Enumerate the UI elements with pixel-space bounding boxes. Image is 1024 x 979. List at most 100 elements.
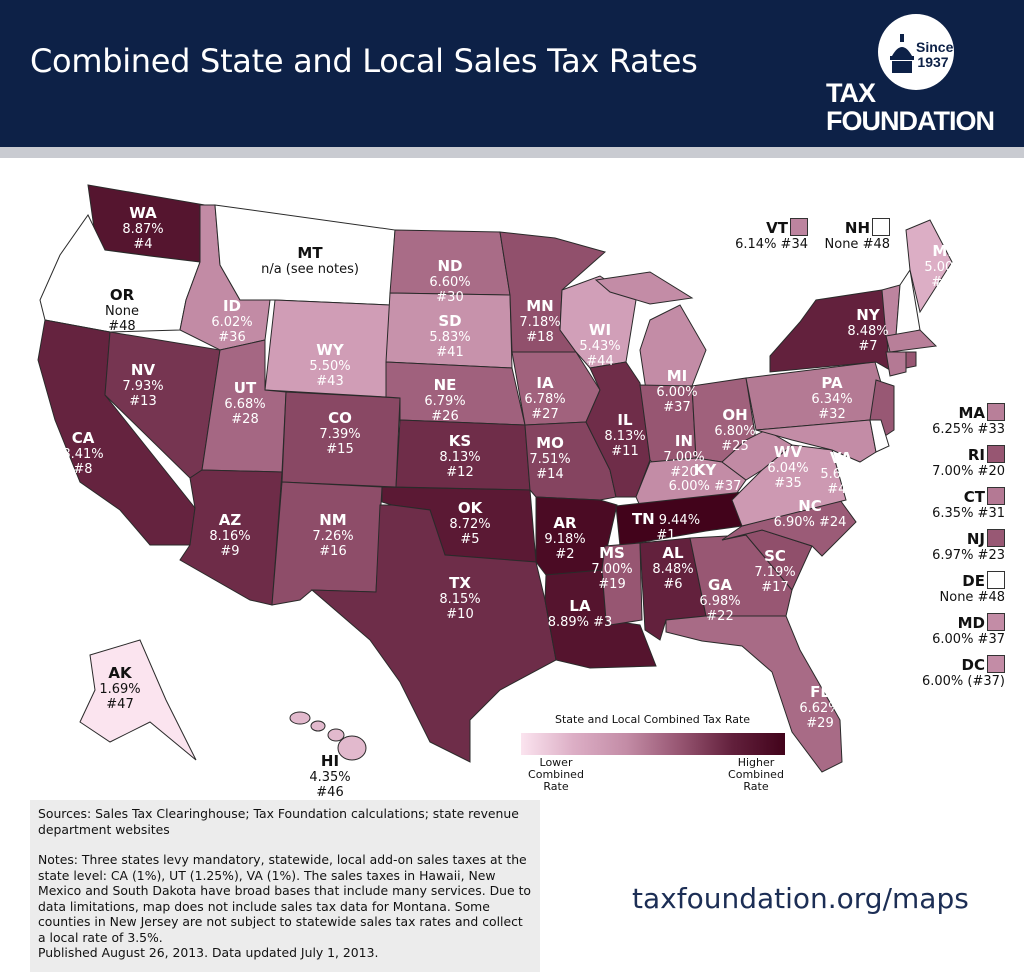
state-rate: 8.48% xyxy=(847,324,889,339)
state-abbr: OH xyxy=(722,406,748,424)
state-shape-ak[interactable] xyxy=(79,639,197,761)
state-rank: #7 xyxy=(858,339,878,354)
state-shape-hi[interactable] xyxy=(289,711,311,725)
state-abbr: NJ xyxy=(966,530,985,548)
state-abbr: TN xyxy=(631,510,655,528)
state-label-nv: NV 7.93% #13 xyxy=(122,362,164,410)
state-rank: #2 xyxy=(555,547,575,562)
state-abbr: DE xyxy=(962,572,985,590)
state-shape-de[interactable] xyxy=(869,419,890,453)
state-abbr: ND xyxy=(437,257,463,275)
state-swatch-ct[interactable] xyxy=(987,487,1005,505)
state-label-ca: CA 8.41% #8 xyxy=(62,430,103,478)
state-shape-ri[interactable] xyxy=(905,351,917,369)
state-label-or: OR None #48 xyxy=(105,287,139,335)
state-rank: #42 xyxy=(827,482,855,497)
state-shape-tn[interactable] xyxy=(615,489,763,547)
state-abbr: WV xyxy=(773,443,803,461)
state-label-tn: TN 9.44% #1 xyxy=(631,510,700,544)
state-rank: #10 xyxy=(446,607,474,622)
state-swatch-nh[interactable] xyxy=(872,218,890,236)
state-shape-wv[interactable] xyxy=(721,429,793,481)
legend-gradient-bar xyxy=(521,733,785,755)
state-label-wi: WI 5.43% #44 xyxy=(579,322,620,370)
sources-text: Sources: Sales Tax Clearinghouse; Tax Fo… xyxy=(38,806,519,837)
state-abbr: UT xyxy=(233,379,257,397)
state-label-in: IN 7.00% #20 xyxy=(663,433,704,481)
state-rank: #17 xyxy=(761,580,789,595)
state-rank: #20 xyxy=(670,465,698,480)
state-rate: 7.19% xyxy=(754,565,796,580)
callout-de: DE None #48 xyxy=(940,571,1005,605)
state-rate: 6.00% #37 xyxy=(932,632,1005,647)
state-rate: 8.89% #3 xyxy=(547,615,613,630)
state-rate: 6.00% #37 xyxy=(668,479,742,494)
state-shape-hi[interactable] xyxy=(327,728,345,742)
state-shape-nc[interactable] xyxy=(721,499,857,557)
callout-vt: VT 6.14% #34 xyxy=(735,218,808,252)
state-shape-me[interactable] xyxy=(905,219,953,314)
state-label-mt: MT n/a (see notes) xyxy=(261,245,359,278)
state-rate: 8.72% xyxy=(449,517,491,532)
state-abbr: FL xyxy=(810,683,830,701)
state-abbr: MN xyxy=(526,297,554,315)
state-shape-ma[interactable] xyxy=(885,329,938,353)
state-shape-fl[interactable] xyxy=(665,615,843,773)
state-abbr: MS xyxy=(599,544,625,562)
state-shape-tx[interactable] xyxy=(310,504,557,763)
state-label-nm: NM 7.26% #16 xyxy=(312,512,354,560)
callout-ri: RI 7.00% #20 xyxy=(932,445,1005,479)
published-text: Published August 26, 2013. Data updated … xyxy=(38,945,379,960)
state-label-ky: KY 6.00% #37 xyxy=(668,462,742,495)
state-rank: #48 xyxy=(108,319,136,334)
state-abbr: MI xyxy=(666,367,688,385)
logo-badge xyxy=(878,14,954,90)
state-abbr: WY xyxy=(316,341,344,359)
state-rate: 6.97% #23 xyxy=(932,548,1005,563)
page-title: Combined State and Local Sales Tax Rates xyxy=(30,42,698,80)
state-label-pa: PA 6.34% #32 xyxy=(811,375,852,423)
state-abbr: SD xyxy=(438,312,462,330)
state-abbr: NY xyxy=(856,306,880,324)
state-shape-hi[interactable] xyxy=(310,720,326,732)
state-abbr: NH xyxy=(844,219,870,237)
state-rate: 6.35% #31 xyxy=(932,506,1005,521)
state-rank: #43 xyxy=(316,374,344,389)
state-rank: #25 xyxy=(721,439,749,454)
state-label-tx: TX 8.15% #10 xyxy=(439,575,480,623)
state-rank: #19 xyxy=(598,577,626,592)
state-swatch-ri[interactable] xyxy=(987,445,1005,463)
state-shape-ct[interactable] xyxy=(885,351,907,377)
state-rate: 6.14% #34 xyxy=(735,237,808,252)
state-swatch-dc[interactable] xyxy=(987,655,1005,673)
state-rank: #18 xyxy=(526,330,554,345)
state-shape-il[interactable] xyxy=(585,361,651,498)
state-shape-mi[interactable] xyxy=(594,271,694,305)
state-swatch-de[interactable] xyxy=(987,571,1005,589)
state-swatch-ma[interactable] xyxy=(987,403,1005,421)
state-shape-hi[interactable] xyxy=(337,735,367,761)
callout-ma: MA 6.25% #33 xyxy=(932,403,1005,437)
state-rate: 6.60% xyxy=(429,275,471,290)
state-label-wv: WV 6.04% #35 xyxy=(767,443,808,492)
state-label-ms: MS 7.00% #19 xyxy=(591,544,633,593)
state-label-co: CO 7.39% #15 xyxy=(319,409,360,458)
state-rate: 7.00% xyxy=(591,562,633,577)
state-swatch-nj[interactable] xyxy=(987,529,1005,547)
state-label-wa: WA 8.87% #4 xyxy=(122,205,163,253)
state-rank: #11 xyxy=(611,444,639,459)
state-rate: 7.26% xyxy=(312,529,354,544)
state-shape-az[interactable] xyxy=(179,469,283,606)
state-rate: 6.00% (#37) xyxy=(921,674,1005,689)
state-label-oh: OH 6.80% #25 xyxy=(714,406,755,455)
state-label-me: ME 5.00% #45 xyxy=(924,243,965,291)
state-abbr: CO xyxy=(328,409,352,427)
maps-url-link[interactable]: taxfoundation.org/maps xyxy=(632,882,969,915)
state-swatch-md[interactable] xyxy=(987,613,1005,631)
logo-since-text: Since 1937 xyxy=(916,39,954,70)
state-rate: 7.93% xyxy=(122,379,164,394)
state-abbr: LA xyxy=(569,597,591,615)
state-rank: #37 xyxy=(663,400,691,415)
state-rate: 6.25% #33 xyxy=(932,422,1005,437)
state-swatch-vt[interactable] xyxy=(790,218,808,236)
